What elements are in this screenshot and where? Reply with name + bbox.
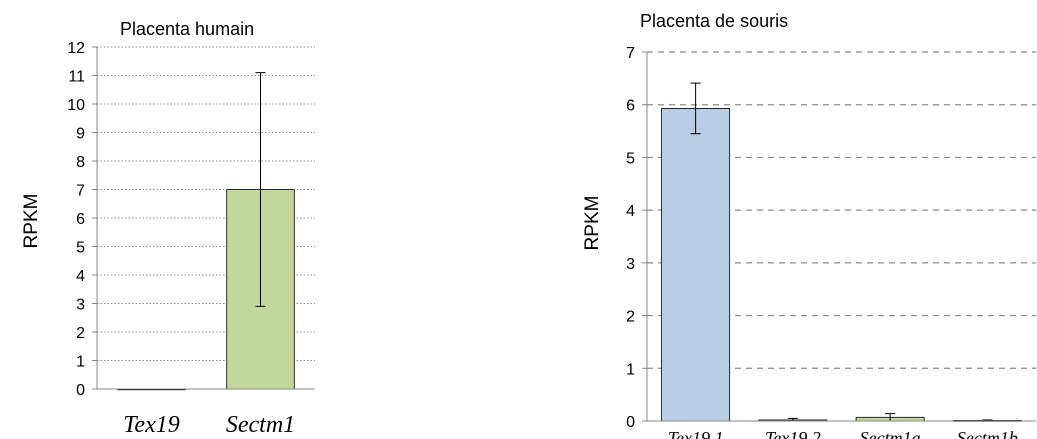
y-axis-label: RPKM	[21, 194, 42, 249]
y-tick-label: 1	[76, 354, 85, 371]
y-tick-label: 4	[626, 203, 635, 220]
x-tick-labels: Tex19.1 Tex19.2 Sectm1a Sectm1b	[668, 428, 1018, 439]
x-tick-label: Tex19.1	[668, 428, 724, 439]
chart-mouse-placenta: Placenta de souris RPKM 0 1 2 3 4 5 6 7 Tex19.1…	[582, 11, 1036, 439]
error-bars	[690, 82, 993, 422]
x-tick-label: Sectm1a	[860, 428, 921, 439]
y-tick-label: 3	[76, 297, 85, 314]
chart-title: Placenta de souris	[640, 11, 788, 31]
x-tick-labels: Tex19 Sectm1	[123, 412, 295, 438]
error-bars	[255, 72, 266, 307]
y-tick-label: 0	[626, 414, 635, 431]
x-tick-label: Tex19	[123, 412, 179, 438]
y-tick-label: 6	[76, 211, 85, 228]
x-tick-label: Tex19.2	[765, 428, 821, 439]
gridlines	[647, 51, 1036, 369]
y-tick-label: 5	[626, 150, 635, 167]
bars	[661, 108, 1022, 422]
y-tick-label: 7	[626, 45, 635, 62]
bar	[661, 108, 731, 422]
y-tick-label: 2	[76, 325, 85, 342]
y-tick-label: 12	[67, 40, 85, 57]
y-tick-label: 6	[626, 98, 635, 115]
gridlines	[97, 46, 315, 361]
y-tick-label: 11	[68, 69, 85, 86]
y-tick-label: 7	[76, 183, 85, 200]
y-tick-label: 4	[76, 268, 85, 285]
x-tick-label: Sectm1b	[957, 428, 1018, 439]
y-tick-label: 5	[76, 240, 85, 257]
axes	[642, 51, 1036, 422]
y-tick-label: 8	[76, 154, 85, 171]
y-tick-label: 3	[626, 256, 635, 273]
bars	[117, 189, 295, 391]
y-axis-label: RPKM	[582, 196, 603, 251]
x-tick-label: Sectm1	[226, 412, 295, 438]
chart-title: Placenta humain	[120, 19, 254, 39]
y-tick-label: 9	[76, 126, 85, 143]
axes	[92, 46, 315, 390]
y-tick-label: 1	[626, 361, 635, 378]
y-tick-label: 0	[76, 382, 85, 399]
y-tick-label: 10	[67, 97, 85, 114]
y-tick-labels: 0 1 2 3 4 5 6 7	[626, 45, 635, 431]
y-tick-label: 2	[626, 309, 635, 326]
